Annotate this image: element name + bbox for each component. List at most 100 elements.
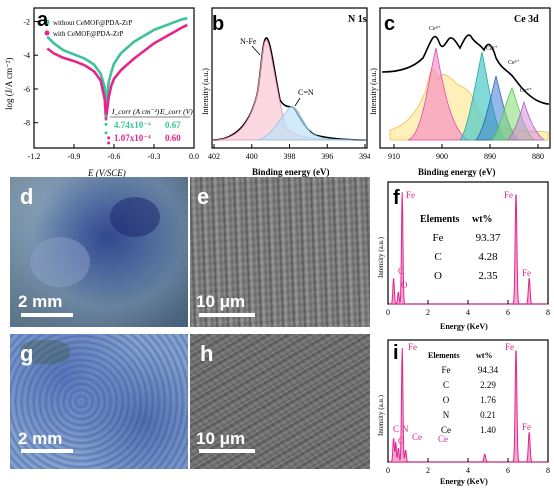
a-xtick-label: 0.0 bbox=[189, 152, 199, 161]
legend-with: with CeMOF@PDA-ZrP bbox=[53, 30, 124, 38]
ecorr-dot bbox=[107, 136, 111, 140]
table-header-ecorr: E_corr (V) bbox=[159, 107, 193, 116]
peak-violet bbox=[507, 100, 546, 141]
xtick-label: 2 bbox=[426, 308, 430, 317]
f-table-header-element: Elements bbox=[420, 214, 460, 225]
scalebar-label-g: 2 mm bbox=[18, 429, 63, 448]
xtick-label: 6 bbox=[506, 466, 510, 475]
table-value: 94.34 bbox=[478, 365, 499, 375]
a-xtick-label: -0.9 bbox=[68, 152, 81, 161]
table-value: 2.35 bbox=[478, 270, 498, 282]
xtick-label: 8 bbox=[546, 466, 550, 475]
peak-label-ce4-a: Ce⁴⁺ bbox=[429, 26, 441, 32]
peak-label-cn: C=N bbox=[298, 88, 314, 97]
panel-label-c: c bbox=[384, 13, 396, 35]
a-xtick-label: -1.2 bbox=[28, 152, 41, 161]
icorr-with: 1.07x10⁻⁴ bbox=[114, 133, 151, 143]
scalebar-d bbox=[21, 313, 73, 317]
ecorr-dot bbox=[104, 114, 108, 118]
scalebar-e bbox=[199, 313, 255, 317]
scalebar-g bbox=[21, 449, 73, 453]
ecorr-dot bbox=[104, 131, 108, 135]
table-element: C bbox=[443, 380, 449, 390]
table-header-icorr: I_corr (A cm⁻²) bbox=[111, 107, 160, 116]
panel-i-xlabel: Energy (KeV) bbox=[440, 477, 488, 486]
a-ytick-label: -8 bbox=[23, 119, 30, 128]
peak-label-ce3-a: Ce³⁺ bbox=[486, 46, 498, 52]
peak-label-ce4-b: Ce⁴⁺ bbox=[520, 88, 532, 94]
photo-uncoated bbox=[10, 177, 188, 327]
xtick-label: 4 bbox=[466, 466, 470, 475]
peak-cn bbox=[254, 106, 367, 141]
table-element: Ce bbox=[441, 425, 451, 435]
panel-label-g: g bbox=[20, 341, 34, 366]
table-value: 4.28 bbox=[478, 251, 498, 263]
a-ytick-label: -2 bbox=[23, 17, 30, 26]
panel-b-title: N 1s bbox=[348, 14, 367, 25]
i-peak-ce-2: Ce bbox=[438, 434, 448, 444]
polarization-curve-without bbox=[46, 16, 188, 111]
panel-label-f: f bbox=[393, 187, 400, 209]
panel-c-title: Ce 3d bbox=[514, 14, 539, 25]
scalebar-label-d: 2 mm bbox=[18, 292, 63, 311]
ecorr-dot bbox=[107, 141, 111, 145]
i-peak-fe-1: Fe bbox=[408, 342, 417, 352]
f-peak-fe-3: Fe bbox=[522, 268, 531, 278]
i-peak-n: N bbox=[402, 424, 409, 434]
panel-i-ylabel: Intensity (a.u.) bbox=[377, 394, 385, 436]
xtick-label: 396 bbox=[321, 152, 333, 161]
table-element: C bbox=[434, 251, 441, 263]
f-peak-fe-1: Fe bbox=[406, 190, 415, 200]
table-value: 2.29 bbox=[480, 380, 496, 390]
xtick-label: 4 bbox=[466, 308, 470, 317]
peak-label-nfe: N-Fe bbox=[240, 37, 257, 46]
panel-a-xlabel: E (V/SCE) bbox=[87, 168, 126, 178]
panel-b-xlabel: Binding energy (eV) bbox=[252, 167, 330, 177]
table-element: O bbox=[443, 395, 450, 405]
a-xtick-label: -0.6 bbox=[108, 152, 121, 161]
panel-b-ylabel: Intensity (a.u.) bbox=[201, 68, 210, 115]
a-xtick-label: -0.3 bbox=[148, 152, 161, 161]
panel-b-chart: N-Fe C=N N 1s 402 400 398 396 394 Intensity … bbox=[201, 7, 370, 177]
i-peak-ce-1: Ce bbox=[412, 432, 422, 442]
xtick-label: 394 bbox=[359, 152, 370, 161]
sem-uncoated bbox=[190, 177, 370, 327]
ecorr-dot bbox=[104, 122, 108, 126]
legend-marker-without bbox=[44, 19, 50, 25]
panel-label-a: a bbox=[37, 9, 49, 31]
xtick-label: 8 bbox=[546, 308, 550, 317]
eds-spectrum bbox=[389, 347, 548, 463]
panel-label-e: e bbox=[197, 184, 210, 209]
panel-c-chart: Ce⁴⁺ Ce³⁺ Ce³⁺ Ce⁴⁺ Ce 3d 910 900 890 880 I… bbox=[369, 7, 551, 177]
a-ytick-label: -4 bbox=[23, 51, 30, 60]
panel-a-ylabel: log (J/A cm⁻²) bbox=[4, 58, 14, 110]
scalebar-h bbox=[199, 449, 255, 453]
icorr-without: 4.74x10⁻⁴ bbox=[114, 120, 151, 130]
xtick-label: 910 bbox=[388, 152, 400, 161]
table-element: Fe bbox=[433, 232, 444, 244]
i-peak-fe-3: Fe bbox=[522, 422, 531, 432]
f-peak-c: C bbox=[398, 266, 404, 276]
sem-coated bbox=[190, 334, 370, 469]
legend-without: without CeMOF@PDA-ZrP bbox=[53, 19, 132, 27]
i-peak-fe-2: Fe bbox=[505, 342, 514, 352]
xtick-label: 880 bbox=[532, 152, 544, 161]
f-peak-o: O bbox=[401, 280, 408, 290]
xtick-label: 400 bbox=[246, 152, 258, 161]
polarization-curve-with bbox=[46, 23, 188, 121]
f-table-header-wt: wt% bbox=[472, 214, 493, 225]
table-value: 1.40 bbox=[480, 425, 496, 435]
table-value: 0.21 bbox=[480, 410, 496, 420]
legend-marker-with bbox=[44, 30, 50, 36]
xtick-label: 402 bbox=[208, 152, 220, 161]
panel-a-chart: -2 -4 -6 -8 -1.2 -0.9 -0.6 -0.3 0.0 without CeM… bbox=[4, 7, 199, 178]
ecorr-without: 0.67 bbox=[165, 120, 181, 130]
panel-f-ylabel: Intensity (a.u.) bbox=[377, 236, 385, 278]
i-table-header-wt: wt% bbox=[476, 351, 492, 360]
panel-label-b: b bbox=[212, 13, 225, 35]
photo-coated bbox=[10, 334, 188, 469]
peak-label-ce3-b: Ce³⁺ bbox=[508, 60, 520, 66]
panel-f-xlabel: Energy (KeV) bbox=[440, 322, 488, 331]
table-element: O bbox=[434, 270, 442, 282]
